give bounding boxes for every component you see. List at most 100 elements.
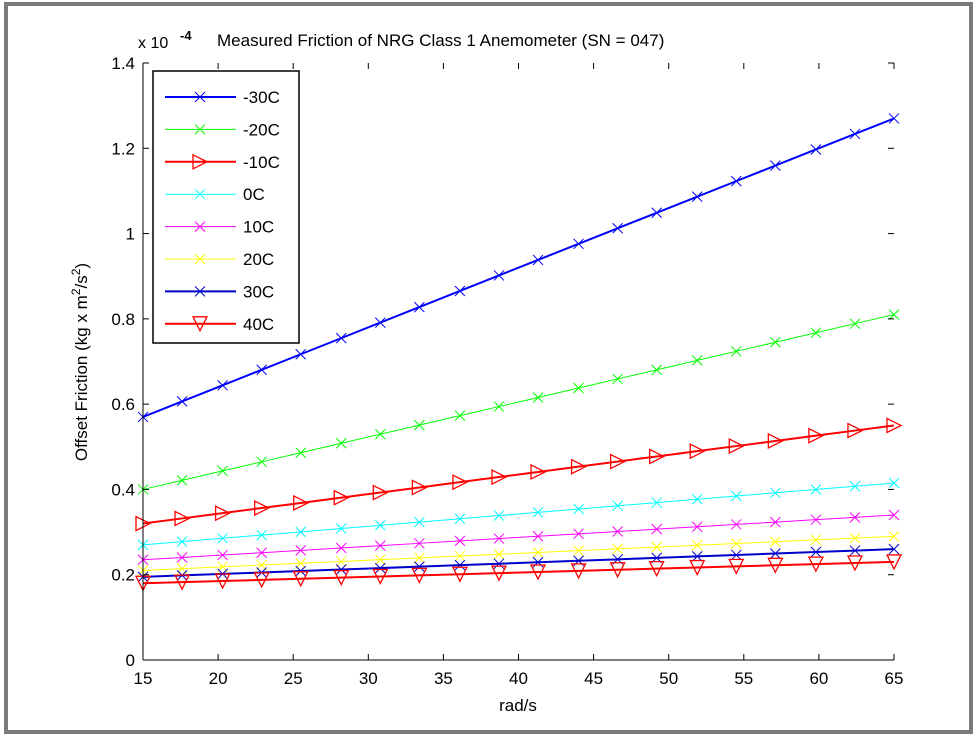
data-point <box>295 447 307 459</box>
data-point <box>691 551 703 562</box>
data-point <box>532 530 544 542</box>
data-point <box>493 401 505 412</box>
data-point <box>256 559 268 571</box>
data-point <box>295 348 307 360</box>
data-point <box>372 568 389 585</box>
data-point <box>493 510 505 521</box>
legend-swatch-marker <box>191 316 209 333</box>
y-axis-title-sup1: 2 <box>69 288 83 295</box>
x-tick-label: 30 <box>359 669 378 688</box>
data-point <box>217 465 228 477</box>
data-point <box>411 567 428 584</box>
series-20C <box>137 530 900 576</box>
x-tick-label: 35 <box>434 669 453 688</box>
data-point <box>888 309 900 320</box>
legend-item: -20C <box>165 120 280 139</box>
data-point <box>295 545 307 556</box>
legend-swatch-marker <box>194 188 206 200</box>
x-tick-label: 65 <box>885 669 904 688</box>
data-point <box>411 479 428 496</box>
legend-item: 20C <box>165 250 274 269</box>
data-point <box>493 533 505 544</box>
legend-items: -30C -20C -10C 0C 10C 20C 30C 40C <box>165 88 280 334</box>
data-point <box>888 477 900 489</box>
data-point <box>333 489 350 506</box>
data-point <box>174 574 191 591</box>
data-point <box>728 438 745 455</box>
data-point <box>730 175 742 187</box>
series-0C <box>137 477 900 551</box>
data-point <box>374 562 386 574</box>
data-point <box>730 345 742 357</box>
series-10C <box>137 509 900 566</box>
x-tick-label: 20 <box>209 669 228 688</box>
data-point <box>570 563 587 580</box>
data-point <box>454 535 466 547</box>
data-point <box>730 549 742 561</box>
data-point <box>767 557 784 574</box>
y-axis-title-mid: /s <box>72 275 91 288</box>
data-point <box>335 564 347 575</box>
x-tick-label: 60 <box>809 669 828 688</box>
data-point <box>335 332 347 344</box>
data-point <box>414 419 425 431</box>
data-point <box>609 562 626 579</box>
data-point <box>176 552 188 563</box>
data-point <box>292 571 309 588</box>
data-point <box>849 318 861 330</box>
series-layer <box>134 113 903 592</box>
data-point <box>888 543 900 555</box>
x-axis-title: rad/s <box>499 696 537 715</box>
legend-item: 0C <box>165 185 265 204</box>
series-line <box>142 535 895 571</box>
data-point <box>253 572 270 589</box>
data-point <box>532 392 544 403</box>
series-line <box>142 560 895 585</box>
x-tick-label: 50 <box>659 669 678 688</box>
series--20C <box>137 309 900 495</box>
data-point <box>730 538 742 549</box>
data-point <box>849 128 861 140</box>
data-point <box>691 493 703 505</box>
legend-swatch-marker <box>194 253 206 265</box>
data-point <box>769 160 781 171</box>
data-point <box>491 469 508 486</box>
legend-swatch-marker <box>194 91 206 103</box>
legend-label: -10C <box>243 153 280 172</box>
x-tick-label: 25 <box>284 669 303 688</box>
data-point <box>728 558 745 575</box>
data-point <box>529 564 547 581</box>
series-line <box>142 117 895 418</box>
data-point <box>648 561 665 578</box>
data-point <box>256 456 268 468</box>
legend-item: 10C <box>165 218 274 237</box>
data-point <box>414 301 425 313</box>
legend-box <box>152 70 300 344</box>
data-point <box>808 427 825 444</box>
data-point <box>256 364 268 376</box>
data-point <box>807 556 824 573</box>
data-point <box>885 554 903 571</box>
legend-item: -30C <box>165 88 280 107</box>
legend-item: 40C <box>165 315 274 334</box>
data-point <box>295 557 307 569</box>
y-axis-title-sup2: 2 <box>69 268 83 275</box>
data-point <box>530 463 547 481</box>
data-point <box>649 448 666 465</box>
data-point <box>214 573 231 590</box>
legend-label: 20C <box>243 250 274 269</box>
data-point <box>691 191 703 202</box>
data-point <box>689 443 706 460</box>
legend-swatch-marker <box>194 124 206 135</box>
series-line <box>142 514 895 561</box>
data-point <box>769 336 781 348</box>
data-point <box>730 519 742 530</box>
x-ticks: 15 20 25 30 35 40 45 50 55 60 65 <box>134 63 904 688</box>
legend: -30C -20C -10C 0C 10C 20C 30C 40C <box>152 70 300 344</box>
data-point <box>374 540 386 551</box>
series--10C <box>135 417 903 532</box>
data-point <box>372 484 389 501</box>
y-axis-title-main: Offset Friction (kg x m <box>72 295 91 461</box>
legend-swatch-marker <box>194 221 206 232</box>
